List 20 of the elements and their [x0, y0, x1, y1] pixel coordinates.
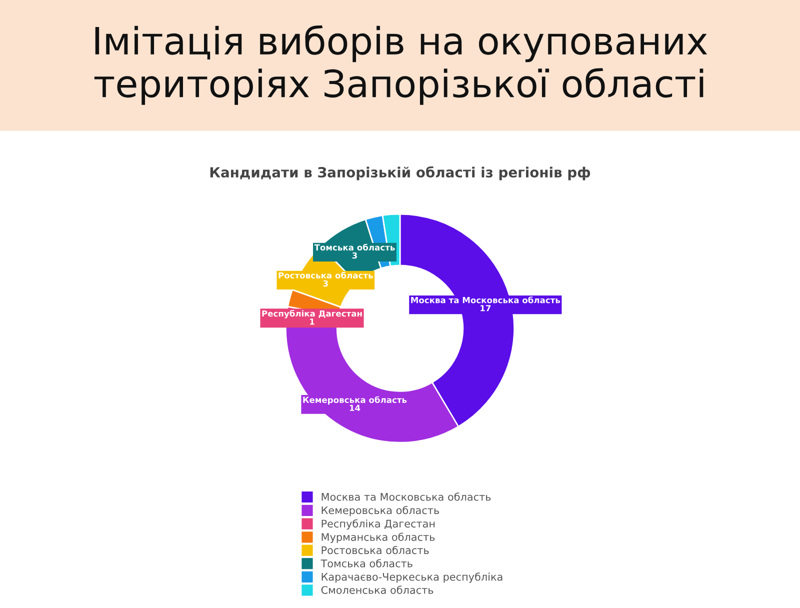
chart-subtitle: Кандидати в Запорізькій області із регіонів рф	[210, 166, 590, 180]
data-label: 3	[323, 280, 328, 287]
legend-label: Томська область	[320, 559, 412, 568]
legend-label: Кемеровська область	[322, 506, 439, 516]
legend-label: Москва та Московська область	[322, 492, 491, 501]
data-label: 17	[480, 305, 491, 312]
slice-label: Республіка Дагестан	[262, 310, 362, 318]
chart-title: Імітація виборів на окупованих територіях Запорізької області	[94, 25, 708, 105]
slice-label: Томська область	[314, 244, 395, 251]
legend-label: Смоленська область	[321, 586, 434, 594]
slice-label: Кемеровська область	[303, 396, 407, 405]
legend-label: Республіка Дагестан	[322, 519, 435, 530]
legend-label: Карачаєво-Черкеська республіка	[322, 572, 502, 583]
legend-label: Мурманська область	[322, 532, 435, 543]
data-label: 14	[350, 404, 360, 411]
data-label: 1	[310, 318, 314, 325]
data-label: 3	[352, 252, 357, 259]
slice-label: Москва та Московська область	[411, 296, 560, 304]
slice-label: Ростовська область	[278, 272, 373, 279]
legend-label: Ростовська область	[322, 546, 429, 554]
